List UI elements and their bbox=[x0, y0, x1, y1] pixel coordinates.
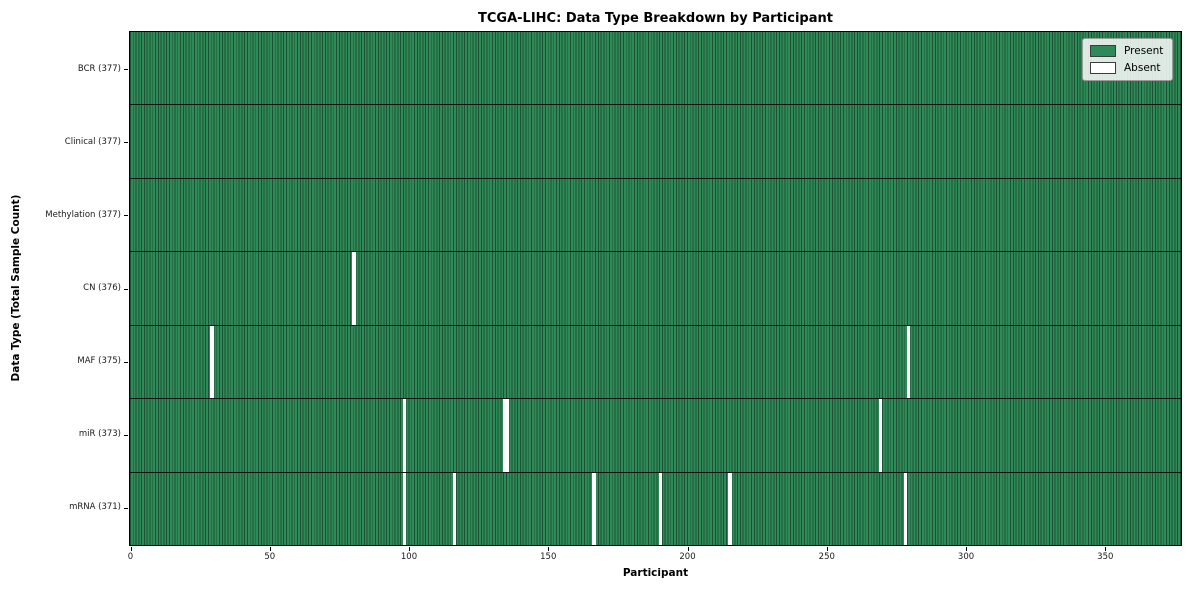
plot-area bbox=[129, 31, 1182, 546]
absent-marker bbox=[878, 399, 883, 472]
legend-item-absent: Absent bbox=[1090, 62, 1163, 74]
absent-marker bbox=[402, 472, 407, 545]
heatmap-row-Clinical bbox=[130, 105, 1181, 179]
y-tick-mark bbox=[124, 215, 128, 217]
absent-marker bbox=[502, 399, 507, 472]
y-tick-label: BCR (377) bbox=[77, 63, 121, 74]
legend-label-absent: Absent bbox=[1124, 62, 1161, 74]
absent-marker bbox=[903, 472, 908, 545]
legend: Present Absent bbox=[1082, 38, 1174, 81]
absent-marker bbox=[658, 472, 663, 545]
x-tick-label: 0 bbox=[127, 552, 134, 562]
y-tick-mark bbox=[124, 434, 128, 436]
heatmap-row-mRNA bbox=[130, 472, 1181, 545]
x-tick-mark bbox=[548, 547, 550, 551]
x-tick-label: 300 bbox=[957, 552, 975, 562]
absent-swatch-icon bbox=[1090, 62, 1116, 74]
x-tick-mark bbox=[687, 547, 689, 551]
y-tick-mark bbox=[124, 288, 128, 290]
y-tick-label: Methylation (377) bbox=[45, 209, 121, 220]
y-tick-mark bbox=[124, 507, 128, 509]
x-tick-mark bbox=[409, 547, 410, 551]
y-tick-mark bbox=[124, 69, 128, 71]
absent-marker bbox=[210, 325, 214, 399]
x-tick-mark bbox=[1105, 547, 1107, 551]
x-tick-label: 50 bbox=[264, 552, 276, 562]
x-tick-label: 200 bbox=[679, 552, 696, 562]
absent-marker bbox=[906, 325, 911, 399]
x-tick-label: 100 bbox=[400, 552, 418, 562]
y-tick-label: Clinical (377) bbox=[64, 136, 121, 147]
heatmap-row-MAF bbox=[130, 325, 1181, 400]
x-tick-mark bbox=[826, 547, 828, 551]
present-swatch-icon bbox=[1090, 45, 1116, 57]
heatmap-row-Methylation bbox=[130, 178, 1181, 253]
x-tick-mark bbox=[966, 547, 968, 551]
y-tick-label: mRNA (371) bbox=[69, 502, 121, 513]
x-tick-label: 150 bbox=[540, 552, 557, 562]
absent-marker bbox=[352, 252, 356, 325]
absent-marker bbox=[728, 472, 732, 545]
absent-marker bbox=[452, 472, 457, 545]
heatmap-row-CN bbox=[130, 252, 1181, 326]
x-tick-label: 250 bbox=[818, 552, 835, 562]
heatmap-row-BCR bbox=[130, 32, 1181, 106]
x-tick-label: 350 bbox=[1097, 552, 1114, 562]
legend-item-present: Present bbox=[1090, 45, 1163, 57]
y-tick-label: MAF (375) bbox=[77, 356, 121, 367]
x-tick-mark bbox=[269, 547, 271, 551]
y-tick-label: miR (373) bbox=[78, 429, 121, 440]
absent-marker bbox=[505, 399, 510, 472]
x-axis-title: Participant bbox=[622, 567, 689, 579]
absent-marker bbox=[591, 472, 596, 545]
chart-title: TCGA-LIHC: Data Type Breakdown by Partic… bbox=[478, 11, 833, 26]
heatmap-row-miR bbox=[130, 399, 1181, 473]
x-tick-mark bbox=[130, 547, 132, 551]
legend-label-present: Present bbox=[1124, 45, 1164, 57]
y-tick-mark bbox=[124, 361, 128, 363]
y-tick-label: CN (376) bbox=[83, 283, 121, 293]
absent-marker bbox=[402, 399, 407, 472]
y-tick-mark bbox=[124, 142, 128, 144]
